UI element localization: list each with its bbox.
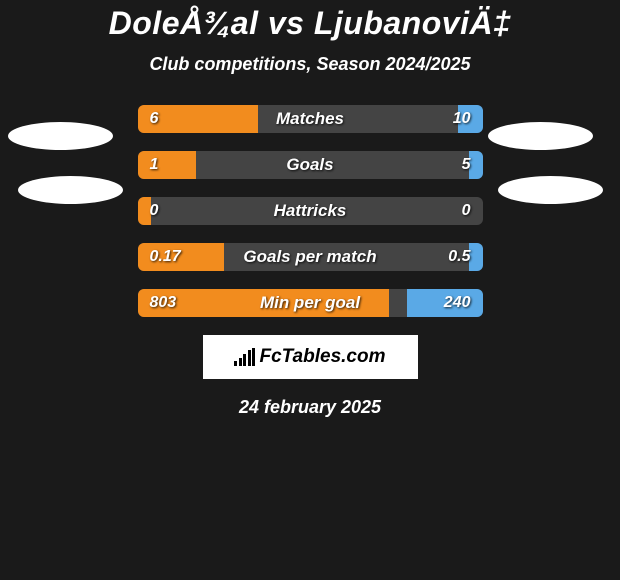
right-value: 0 [462,197,471,225]
right-value: 5 [462,151,471,179]
logo-text: FcTables.com [259,346,385,368]
date-label: 24 february 2025 [0,397,620,418]
left-value: 0 [150,197,159,225]
stat-label: Matches [138,105,483,133]
decorative-ellipse [8,122,113,150]
left-value: 803 [150,289,177,317]
decorative-ellipse [18,176,123,204]
left-value: 1 [150,151,159,179]
stat-row: Hattricks0 0 [138,197,483,225]
stat-row: Matches6 10 [138,105,483,133]
stat-label: Min per goal [138,289,483,317]
left-value: 0.17 [150,243,181,271]
fctables-logo[interactable]: FcTables.com [203,335,418,379]
right-value: 240 [444,289,471,317]
stat-row: Goals1 5 [138,151,483,179]
page-title: DoleÅ¾al vs LjubanoviÄ‡ [0,5,620,42]
right-value: 0.5 [448,243,470,271]
stat-row: Min per goal803 240 [138,289,483,317]
bars-icon [234,348,255,366]
stat-label: Goals per match [138,243,483,271]
stat-label: Goals [138,151,483,179]
decorative-ellipse [488,122,593,150]
stat-label: Hattricks [138,197,483,225]
comparison-widget: DoleÅ¾al vs LjubanoviÄ‡ Club competition… [0,0,620,418]
right-value: 10 [453,105,471,133]
decorative-ellipse [498,176,603,204]
left-value: 6 [150,105,159,133]
stat-row: Goals per match0.17 0.5 [138,243,483,271]
page-subtitle: Club competitions, Season 2024/2025 [0,54,620,75]
stat-rows: Matches6 10 Goals1 5 Hattricks0 0 Goals per ma… [138,105,483,317]
